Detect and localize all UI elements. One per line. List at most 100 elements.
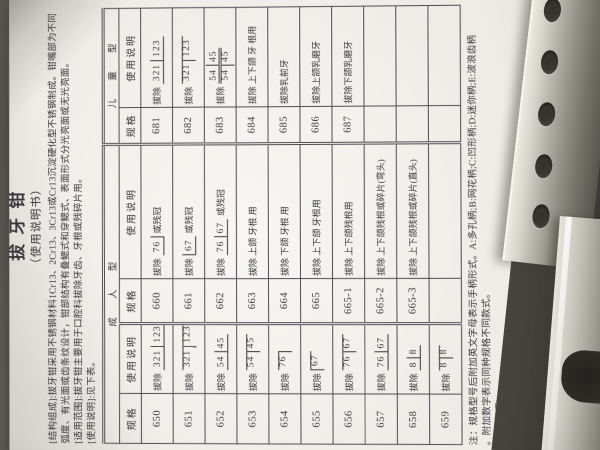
col-label-use-b: 使用说明 <box>119 144 142 279</box>
tooth-notation: 76 67 <box>374 333 389 371</box>
instrument-hole <box>536 101 557 128</box>
usage-cell: 拔除上颌乳磨牙 <box>300 6 333 107</box>
spec-table: 成 人 型 儿 童 型 规格 使用说明 规格 使用说明 规格 使用说明 650 拔… <box>102 4 464 446</box>
paragraph-line: [使用说明]:见下表。 <box>87 356 98 444</box>
spec-cell: 657 <box>365 393 398 445</box>
usage-cell <box>396 5 429 106</box>
usage-cell: 拔除 76 <box>269 323 302 394</box>
usage-cell <box>428 142 462 279</box>
usage-cell: 拔除下颌乳磨牙 <box>332 6 365 107</box>
usage-cell: 拔除 54 45 54 45 <box>204 7 237 108</box>
table-row: 651 拔除 321 123 661 拔除 67 或残冠 682 拔除 321 123 <box>172 7 206 444</box>
note-line: 注：规格型号后附加英文字母表示手柄形式。A:多孔柄;B:网花柄;C:凹形柄;D:… <box>468 34 481 446</box>
intro-paragraphs: [结构组成]:拔牙钳采用不锈钢材料1Cr13、2Cr13、3Cr13或Cr13沉… <box>48 9 100 444</box>
adult-type-header: 成 人 型 <box>103 144 121 444</box>
usage-text: 拔除上颌乳磨牙 <box>311 40 322 104</box>
usage-cell: 拔除 上下颌残根或碎片(弯头) <box>364 142 398 279</box>
child-type-header: 儿 童 型 <box>103 8 120 145</box>
tooth-notation: 321 123 <box>150 36 165 85</box>
spec-cell: 662 <box>205 278 238 324</box>
usage-text: 拔除 321 123 <box>150 323 165 393</box>
usage-cell: 拔除 76 67 <box>365 323 398 395</box>
usage-cell: 拔除 54 45 <box>205 323 238 394</box>
usage-cell: 拔除乳前牙 <box>268 6 301 107</box>
tooth-notation: 54 45 <box>214 333 229 371</box>
spec-cell: 661 <box>173 278 206 324</box>
col-label-use-c: 使用说明 <box>119 8 142 108</box>
usage-text: 拔除 54 45 54 45 <box>206 8 235 107</box>
page-title: 拔牙钳 <box>8 182 28 261</box>
table-row: 657 拔除 76 67 665-2 拔除 上下颌残根或碎片(弯头) <box>364 5 398 445</box>
spec-cell <box>428 105 462 143</box>
spec-cell: 686 <box>300 106 333 144</box>
usage-cell: 拔除 上下颌残根用 <box>332 143 366 279</box>
table-row: 659 拔除 8 8 <box>428 5 463 445</box>
tooth-notation: 76 <box>150 236 165 256</box>
usage-text: 拔除 67 <box>310 325 325 393</box>
usage-cell: 拔除 上下颌 牙根用 <box>300 143 334 279</box>
instrument-hole <box>531 203 551 230</box>
instrument-dark-joint <box>559 348 600 405</box>
usage-text: 拔除 上颌 牙根 用 <box>248 206 259 277</box>
spec-cell: 684 <box>236 106 269 144</box>
spec-cell: 663 <box>237 278 270 324</box>
tooth-notation: 76 67 <box>214 218 229 256</box>
spec-cell: 665-1 <box>333 278 366 324</box>
usage-cell: 拔除 76 67 或残冠 <box>204 143 238 279</box>
spec-cell: 653 <box>237 393 270 444</box>
column-label-row: 规格 使用说明 规格 使用说明 规格 使用说明 <box>119 8 142 444</box>
usage-text: 拔除 上下颌 牙根用 <box>312 199 323 277</box>
usage-text: 拔除下颌乳磨牙 <box>343 40 354 104</box>
tooth-notation: 76 67 <box>342 333 357 371</box>
spec-cell: 650 <box>141 393 174 444</box>
instrument-hole <box>542 0 563 24</box>
usage-cell: 拔除 76 或残冠 <box>141 144 174 279</box>
table-row: 658 拔除 8 8 665-3 拔除 上下颌残根或碎片(直头) <box>396 5 431 445</box>
tooth-notation: 67 <box>310 351 325 371</box>
usage-cell: 拔除 8 8 <box>397 323 431 395</box>
group-header-row: 成 人 型 儿 童 型 <box>103 8 121 444</box>
tooth-notation: 321 123 <box>150 323 165 371</box>
col-label-use-a: 使用说明 <box>119 323 142 394</box>
tooth-notation: 54 45 <box>221 47 235 84</box>
table-row: 653 拔除 54 45 663 拔除 上颌 牙根 用 684 拔除 上下颌 牙 根用 <box>236 6 270 444</box>
usage-cell: 拔除 上下颌 牙 根用 <box>236 6 269 107</box>
spec-cell: 665 <box>300 278 334 324</box>
instrument-hole <box>533 153 554 180</box>
usage-cell: 拔除 上下颌残根或碎片(直头) <box>396 142 430 279</box>
spec-cell <box>396 105 429 143</box>
usage-cell <box>428 5 462 106</box>
usage-text: 拔除 76 67 或残冠 <box>214 145 229 278</box>
usage-text: 拔除 上下颌残根或碎片(弯头) <box>376 159 387 276</box>
usage-text: 拔除 8 8 <box>438 325 454 394</box>
usage-text: 拔除 76 67 <box>342 325 357 393</box>
usage-text: 拔除 下颌 牙根 用 <box>280 206 291 277</box>
table-row: 655 拔除 67 665 拔除 上下颌 牙根用 686 拔除上颌乳磨牙 <box>300 6 334 445</box>
spec-cell: 681 <box>141 107 174 145</box>
usage-text: 拔除 321 123 <box>181 8 196 107</box>
spec-cell: 664 <box>268 278 302 324</box>
page-subtitle: （使用说明书） <box>30 182 43 270</box>
spec-cell: 682 <box>172 107 205 145</box>
usage-text: 拔除乳前牙 <box>279 59 290 105</box>
spec-cell: 687 <box>332 106 365 144</box>
usage-text: 拔除 上下颌残根或碎片(直头) <box>408 159 419 276</box>
instrument-hole <box>539 49 560 76</box>
usage-text: 拔除 54 45 <box>246 325 261 393</box>
tooth-notation: 321 123 <box>182 323 197 371</box>
col-label-spec-c: 规格 <box>119 107 142 145</box>
spec-cell: 665-3 <box>397 278 430 324</box>
usage-cell: 拔除 67 <box>301 323 334 394</box>
usage-cell: 拔除 下颌 牙根 用 <box>268 143 301 279</box>
usage-cell: 拔除 321 123 <box>141 7 173 108</box>
usage-cell: 拔除 321 123 <box>172 7 205 108</box>
usage-cell: 拔除 54 45 <box>237 323 270 394</box>
usage-text: 拔除 76 或残冠 <box>150 146 165 279</box>
tooth-notation: 76 <box>278 351 293 371</box>
tooth-notation: 321 123 <box>181 36 196 84</box>
spec-cell: 683 <box>204 106 237 144</box>
usage-cell: 拔除 321 123 <box>141 323 174 394</box>
